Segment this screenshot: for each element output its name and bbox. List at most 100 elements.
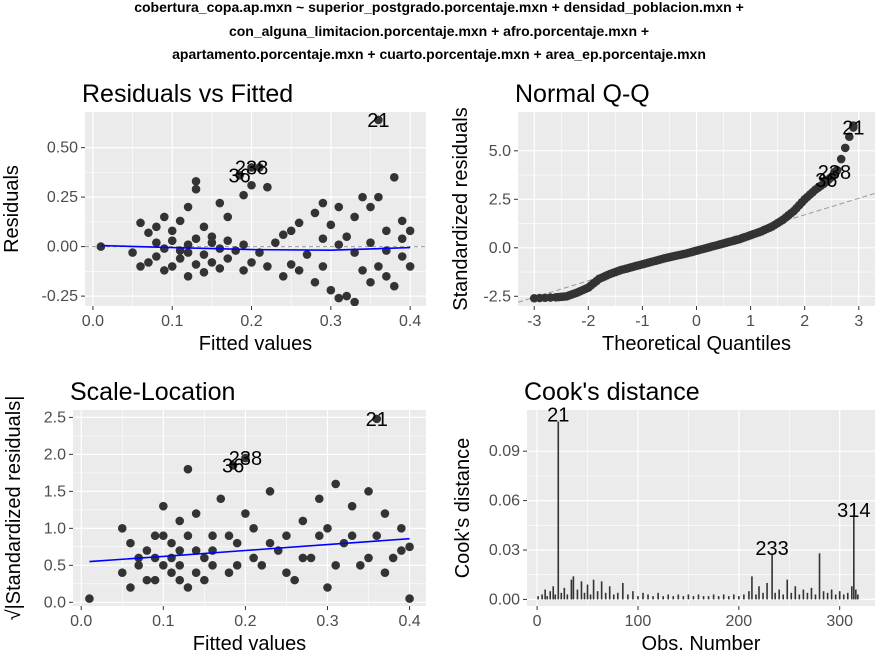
data-point — [382, 226, 391, 236]
data-point — [142, 575, 152, 585]
residuals-vs-fitted-plot: 0.0 0.1 0.2 0.3 0.4 -0.25 0.00 0.25 0.50 Residual… — [1, 80, 426, 355]
data-point — [265, 538, 275, 548]
data-point — [207, 232, 217, 242]
data-point — [175, 254, 185, 263]
data-point — [331, 561, 340, 570]
x-tick-label: 0.0 — [70, 613, 92, 630]
data-point — [183, 464, 193, 474]
smooth-line — [89, 537, 410, 563]
plot-title: Scale-Location — [70, 378, 235, 406]
data-point — [215, 264, 225, 273]
point-label: 21 — [842, 118, 864, 140]
point-label: 238 — [229, 448, 262, 470]
y-tick-label: 1.0 — [44, 520, 66, 537]
data-point — [223, 254, 233, 263]
data-point — [126, 583, 135, 592]
data-point — [167, 262, 177, 271]
x-axis-label: Fitted values — [193, 633, 306, 655]
qq-point — [845, 132, 854, 142]
data-point — [175, 561, 185, 570]
labeled-point — [228, 461, 238, 470]
x-tick-label: 100 — [625, 613, 652, 630]
data-point — [183, 583, 193, 592]
panel-content — [518, 121, 875, 303]
x-tick-label: 0.3 — [320, 313, 342, 330]
data-point — [314, 531, 324, 541]
data-point — [208, 531, 217, 541]
data-point — [160, 212, 169, 222]
data-point — [282, 568, 291, 578]
data-point — [350, 248, 359, 257]
data-point — [389, 173, 399, 182]
data-point — [136, 218, 145, 228]
x-axis-label: Theoretical Quantiles — [602, 333, 791, 355]
data-point — [200, 553, 209, 563]
labeled-point — [822, 175, 831, 185]
x-tick-label: 300 — [826, 613, 853, 630]
data-point — [364, 553, 373, 563]
data-point — [216, 494, 226, 504]
data-point — [310, 208, 320, 218]
data-point — [366, 277, 375, 287]
y-tick-label: 0.50 — [47, 140, 78, 157]
x-tick-label: 0.3 — [316, 613, 338, 630]
data-point — [175, 216, 185, 226]
data-point — [144, 228, 153, 238]
data-point — [318, 262, 328, 271]
data-point — [397, 252, 407, 261]
x-tick-label: -1 — [635, 313, 649, 330]
x-tick-label: 0.1 — [152, 613, 174, 630]
data-point — [382, 272, 391, 281]
data-point — [150, 553, 160, 563]
point-label: 21 — [366, 409, 388, 431]
point-label: 36 — [815, 170, 837, 192]
data-point — [397, 234, 407, 243]
data-point — [224, 568, 234, 578]
data-point — [152, 222, 161, 232]
data-point — [278, 230, 288, 240]
labeled-point — [241, 453, 250, 463]
y-axis-label: Standardized residuals — [450, 107, 472, 310]
data-point — [331, 479, 340, 489]
data-point — [364, 487, 373, 496]
scale-location-plot: 0.0 0.1 0.2 0.3 0.4 0.0 0.5 1.0 1.5 2.0 2.5Scale-L… — [3, 378, 426, 655]
data-point — [356, 561, 365, 570]
y-tick-label: 0.00 — [47, 239, 78, 256]
data-point — [232, 561, 242, 570]
data-point — [318, 234, 328, 243]
x-axis-label: Fitted values — [199, 333, 312, 355]
y-tick-label: 0.0 — [44, 594, 66, 611]
data-point — [397, 546, 406, 555]
labeled-point — [247, 163, 256, 172]
data-point — [183, 272, 193, 281]
point-label: 36 — [229, 165, 251, 187]
panel-content — [537, 421, 859, 600]
y-tick-label: 1.5 — [44, 483, 66, 500]
data-point — [167, 236, 177, 245]
y-tick-label: 0.03 — [489, 542, 520, 559]
labeled-point — [849, 123, 858, 132]
data-point — [183, 531, 193, 541]
y-tick-label: 0.5 — [44, 557, 66, 574]
data-point — [191, 509, 201, 518]
x-tick-label: 0.4 — [399, 313, 421, 330]
smooth-line — [100, 244, 411, 252]
data-point — [334, 202, 344, 212]
x-tick-label: 0.2 — [240, 313, 262, 330]
data-point — [232, 538, 242, 548]
data-point — [150, 575, 160, 585]
data-point — [286, 226, 296, 236]
data-point — [286, 260, 296, 269]
data-point — [150, 531, 160, 541]
data-point — [199, 250, 209, 259]
data-point — [372, 531, 382, 541]
data-point — [191, 184, 201, 194]
data-point — [271, 238, 280, 247]
data-point — [199, 222, 209, 232]
data-point — [152, 252, 161, 261]
y-tick-label: -2.5 — [483, 288, 511, 305]
y-tick-label: 0.00 — [489, 591, 520, 608]
qq-point — [836, 154, 846, 164]
data-point — [263, 182, 272, 192]
